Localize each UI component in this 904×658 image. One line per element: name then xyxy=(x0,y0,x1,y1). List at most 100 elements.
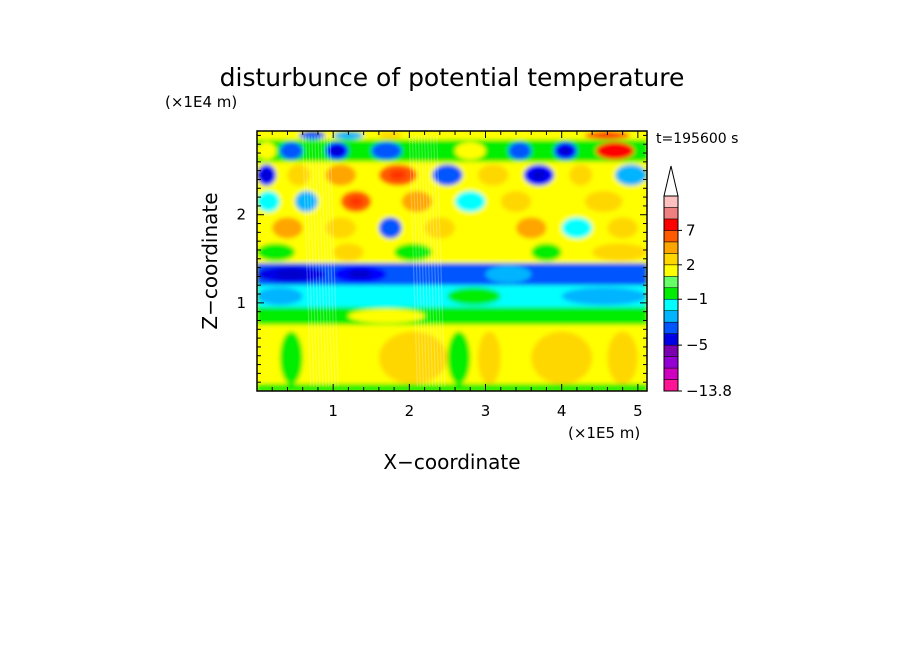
field-cell-4-4 xyxy=(515,217,547,239)
field-cell-4-5 xyxy=(561,217,593,239)
field-cell-0-2 xyxy=(378,131,402,140)
colorbar-tick-label: −5 xyxy=(686,336,708,354)
striation-1-7 xyxy=(430,135,440,387)
field-cell-2-4 xyxy=(432,164,463,186)
striation-0-5 xyxy=(317,135,327,387)
colorbar-swatch xyxy=(663,218,679,231)
field-band-0 xyxy=(257,131,647,140)
striation-1-6 xyxy=(427,135,437,387)
field-cell-2-7 xyxy=(569,164,593,186)
colorbar-swatch xyxy=(663,207,679,220)
x-tick-label: 5 xyxy=(633,402,643,420)
field-cell-1-4 xyxy=(455,142,486,160)
field-cell-3-1 xyxy=(295,190,318,213)
field-cell-3-4 xyxy=(455,190,486,213)
field-cell-0-1 xyxy=(333,131,364,140)
field-cell-3-6 xyxy=(584,190,623,213)
field-cell-1-3 xyxy=(371,142,402,160)
field-cell-1-0 xyxy=(257,142,277,160)
field-cell-0-0 xyxy=(298,131,326,140)
field-band-10 xyxy=(257,383,647,391)
field-cell-5-0 xyxy=(257,243,296,261)
field-cell-3-0 xyxy=(257,190,280,213)
y-axis-label: Z−coordinate xyxy=(198,192,222,329)
field-blobs xyxy=(257,131,647,391)
field-band-3 xyxy=(257,188,647,215)
field-cell-2-2 xyxy=(325,164,357,186)
striation-1-8 xyxy=(433,135,443,387)
field-cell-1-5 xyxy=(508,142,532,160)
field-cell-5-4 xyxy=(531,243,562,261)
field-core-0-3 xyxy=(597,133,618,138)
striation-1-4 xyxy=(420,135,431,387)
colorbar-swatch xyxy=(663,367,679,380)
striation-1-1 xyxy=(411,135,421,387)
colorbar-swatch xyxy=(663,298,679,311)
striation-1-0 xyxy=(408,135,418,387)
field-cell-4-6 xyxy=(607,217,638,239)
field-cell-6-2 xyxy=(409,265,456,284)
field-cell-2-1 xyxy=(287,164,311,186)
striation-0-0 xyxy=(302,135,312,387)
y-tick-label: 1 xyxy=(236,294,246,312)
field-core-2-6 xyxy=(531,170,546,180)
striation-0-6 xyxy=(320,135,330,387)
colorbar-swatch xyxy=(663,379,679,392)
colorbar-tick-label: 2 xyxy=(686,256,696,274)
striation-0-8 xyxy=(326,135,336,387)
colorbar-tick-label: −1 xyxy=(686,290,708,308)
field-core-1-7 xyxy=(606,146,624,155)
contour-field xyxy=(257,131,647,391)
colorbar-swatch xyxy=(663,321,679,334)
field-core-2-3 xyxy=(389,170,407,180)
striation-1-3 xyxy=(417,135,428,387)
field-cell-9-5 xyxy=(477,331,501,385)
x-unit-label: (×1E5 m) xyxy=(568,424,640,442)
field-cell-5-1 xyxy=(333,243,364,261)
field-cell-7-1 xyxy=(447,287,501,306)
striation-0-7 xyxy=(323,135,333,387)
colorbar-swatch xyxy=(663,310,679,323)
axes: 1 2 3 4 5 1 2 xyxy=(236,131,647,420)
striation-0-1 xyxy=(305,135,315,387)
field-cell-3-5 xyxy=(500,190,532,213)
colorbar-tick-label: −13.8 xyxy=(686,382,732,400)
x-tick-label: 4 xyxy=(557,402,567,420)
colorbar-tick-label: 7 xyxy=(686,221,696,239)
colorbar-swatch xyxy=(663,344,679,357)
field-band-1 xyxy=(257,139,647,162)
field-cell-4-2 xyxy=(378,217,402,239)
striation-0-4 xyxy=(314,135,324,387)
chart-title: disturbunce of potential temperature xyxy=(220,63,685,92)
field-cell-7-0 xyxy=(257,287,303,306)
field-cell-6-3 xyxy=(485,265,532,284)
colorbar-swatch xyxy=(663,195,679,208)
field-cell-9-4 xyxy=(279,331,303,385)
colorbar-swatch xyxy=(663,287,679,300)
x-tick-label: 1 xyxy=(328,402,338,420)
field-cell-4-1 xyxy=(325,217,357,239)
field-cell-9-2 xyxy=(531,331,593,385)
time-label: t=195600 s xyxy=(656,131,738,147)
colorbar-swatch xyxy=(663,264,679,277)
plot-frame xyxy=(256,130,648,392)
field-cell-2-5 xyxy=(477,164,509,186)
field-cell-5-5 xyxy=(592,243,647,261)
colorbar-swatch xyxy=(663,230,679,243)
field-core-6-0 xyxy=(275,270,307,279)
field-cell-5-3 xyxy=(462,243,501,261)
field-core-6-1 xyxy=(347,270,372,279)
field-cell-8-0 xyxy=(348,309,425,324)
field-cell-4-3 xyxy=(424,217,456,239)
striation-0-3 xyxy=(311,135,321,387)
colorbar-swatch xyxy=(663,276,679,289)
colorbar-swatch xyxy=(663,253,679,266)
field-cell-9-1 xyxy=(447,331,471,385)
field-core-1-2 xyxy=(331,146,343,155)
x-axis-label: X−coordinate xyxy=(383,450,520,474)
field-band-8 xyxy=(257,307,647,325)
field-cell-1-1 xyxy=(279,142,303,160)
field-striations xyxy=(302,135,446,387)
field-core-3-2 xyxy=(349,196,363,207)
